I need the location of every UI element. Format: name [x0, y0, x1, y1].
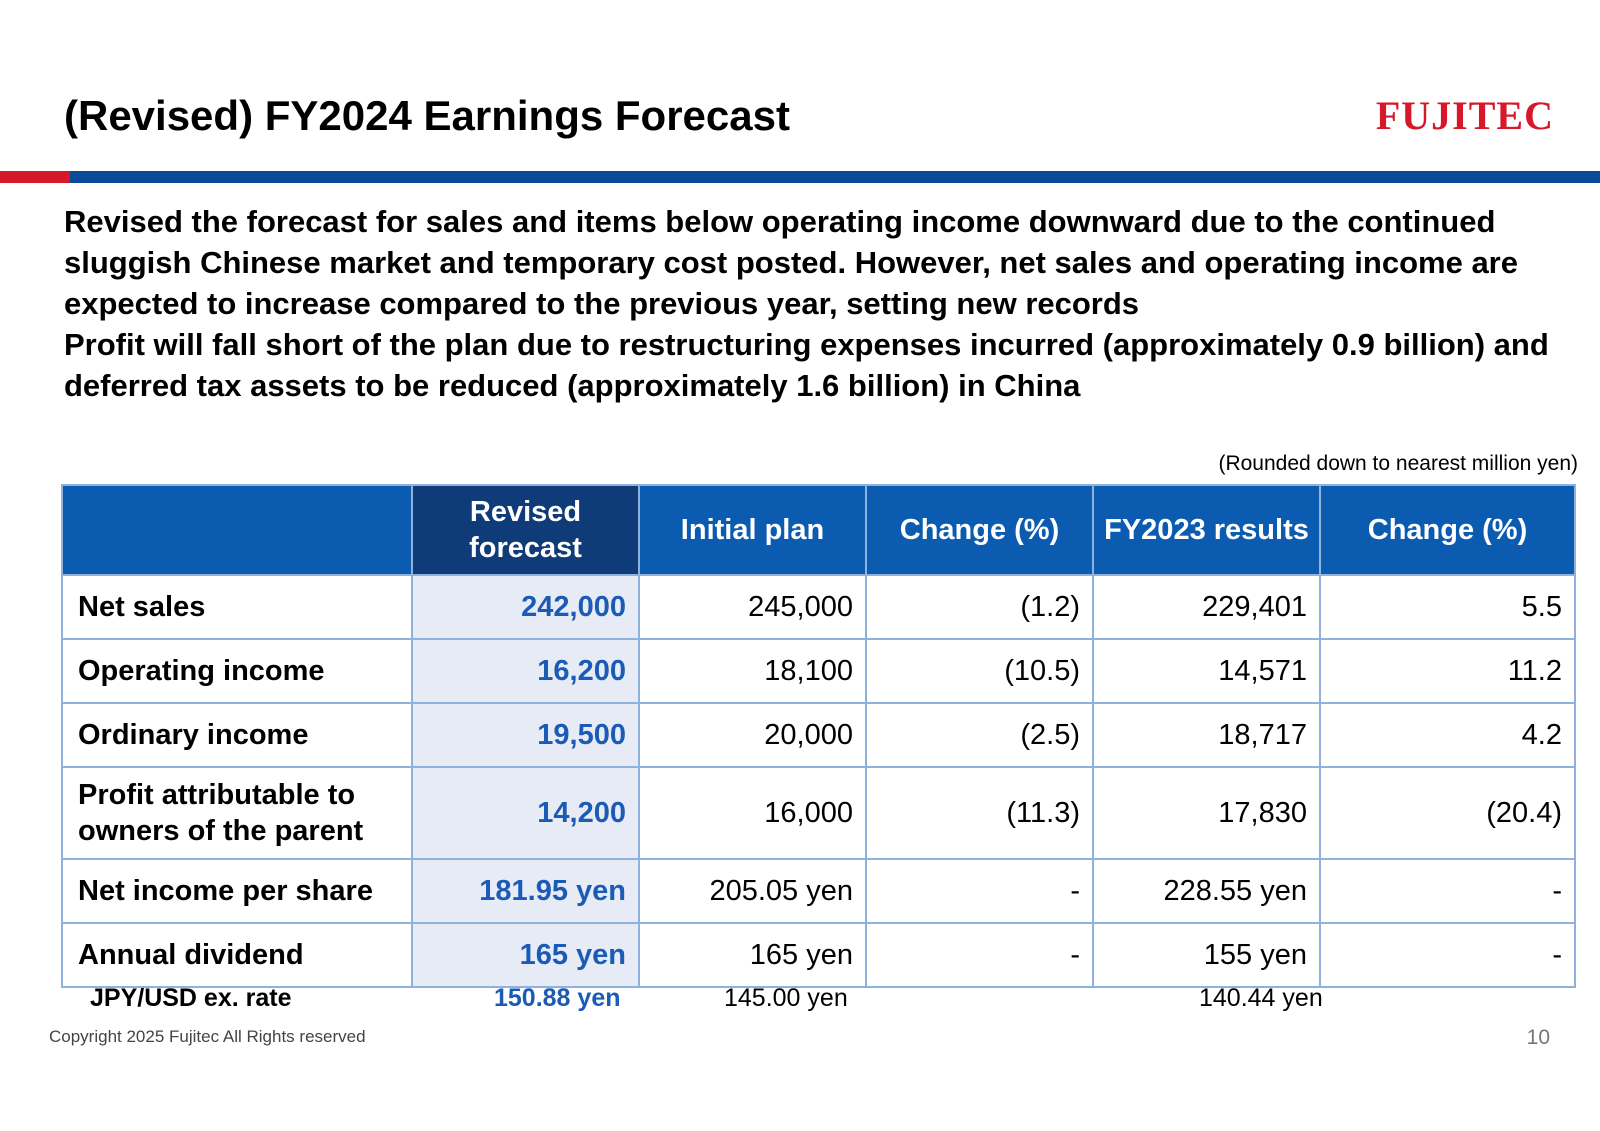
fx-rate-label: JPY/USD ex. rate — [90, 984, 292, 1012]
initial-value: 16,000 — [638, 766, 867, 860]
row-label: Ordinary income — [61, 702, 413, 768]
accent-bar-red — [0, 171, 70, 183]
header-change-vs-plan: Change (%) — [865, 484, 1094, 576]
row-label: Profit attributable to owners of the par… — [61, 766, 413, 860]
fx-rate-revised: 150.88 yen — [494, 984, 621, 1012]
change-plan-value: - — [865, 858, 1094, 924]
revised-value: 16,200 — [411, 638, 640, 704]
header-label — [61, 484, 413, 576]
header-change-vs-prev: Change (%) — [1319, 484, 1576, 576]
page-number: 10 — [1526, 1026, 1550, 1049]
fujitec-logo: FUJITEC — [1375, 93, 1554, 138]
unit-note: (Rounded down to nearest million yen) — [1218, 452, 1578, 475]
copyright: Copyright 2025 Fujitec All Rights reserv… — [49, 1027, 366, 1046]
summary-paragraph-2: Profit will fall short of the plan due t… — [64, 327, 1549, 403]
page-title: (Revised) FY2024 Earnings Forecast — [64, 92, 790, 139]
forecast-table: Revised forecast Initial plan Change (%)… — [61, 484, 1576, 988]
fy2023-value: 228.55 yen — [1092, 858, 1321, 924]
change-plan-value: (11.3) — [865, 766, 1094, 860]
header-revised-forecast: Revised forecast — [411, 484, 640, 576]
initial-value: 245,000 — [638, 574, 867, 640]
change-plan-value: (10.5) — [865, 638, 1094, 704]
fy2023-value: 18,717 — [1092, 702, 1321, 768]
revised-value: 242,000 — [411, 574, 640, 640]
summary-paragraph-1: Revised the forecast for sales and items… — [64, 204, 1518, 321]
fx-rate-fy2023: 140.44 yen — [1199, 984, 1323, 1012]
change-prev-value: (20.4) — [1319, 766, 1576, 860]
initial-value: 205.05 yen — [638, 858, 867, 924]
change-prev-value: 4.2 — [1319, 702, 1576, 768]
fy2023-value: 14,571 — [1092, 638, 1321, 704]
fy2023-value: 155 yen — [1092, 922, 1321, 988]
table-row: Ordinary income 19,500 20,000 (2.5) 18,7… — [61, 702, 1576, 768]
initial-value: 165 yen — [638, 922, 867, 988]
change-plan-value: - — [865, 922, 1094, 988]
change-prev-value: - — [1319, 922, 1576, 988]
table-row: Net sales 242,000 245,000 (1.2) 229,401 … — [61, 574, 1576, 640]
fx-rate-initial: 145.00 yen — [724, 984, 848, 1012]
table-header-row: Revised forecast Initial plan Change (%)… — [61, 484, 1576, 576]
change-prev-value: 11.2 — [1319, 638, 1576, 704]
table-row: Net income per share 181.95 yen 205.05 y… — [61, 858, 1576, 924]
initial-value: 20,000 — [638, 702, 867, 768]
revised-value: 14,200 — [411, 766, 640, 860]
header-fy2023-results: FY2023 results — [1092, 484, 1321, 576]
change-prev-value: - — [1319, 858, 1576, 924]
row-label: Annual dividend — [61, 922, 413, 988]
change-prev-value: 5.5 — [1319, 574, 1576, 640]
row-label: Net income per share — [61, 858, 413, 924]
change-plan-value: (1.2) — [865, 574, 1094, 640]
revised-value: 19,500 — [411, 702, 640, 768]
fy2023-value: 229,401 — [1092, 574, 1321, 640]
row-label: Operating income — [61, 638, 413, 704]
revised-value: 181.95 yen — [411, 858, 640, 924]
header-initial-plan: Initial plan — [638, 484, 867, 576]
row-label: Net sales — [61, 574, 413, 640]
summary-text: Revised the forecast for sales and items… — [64, 201, 1554, 406]
revised-value: 165 yen — [411, 922, 640, 988]
table-row: Annual dividend 165 yen 165 yen - 155 ye… — [61, 922, 1576, 988]
table-row: Operating income 16,200 18,100 (10.5) 14… — [61, 638, 1576, 704]
accent-bar-blue — [70, 171, 1600, 183]
initial-value: 18,100 — [638, 638, 867, 704]
fy2023-value: 17,830 — [1092, 766, 1321, 860]
table-row: Profit attributable to owners of the par… — [61, 766, 1576, 860]
change-plan-value: (2.5) — [865, 702, 1094, 768]
